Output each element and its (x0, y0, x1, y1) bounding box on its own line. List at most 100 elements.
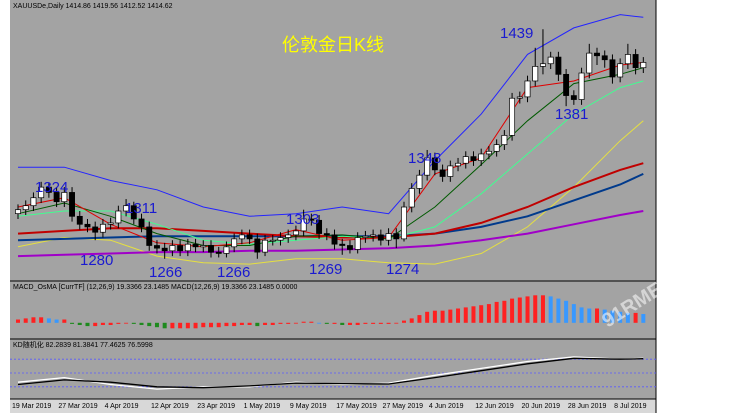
candle-body (624, 54, 631, 65)
price-annotation: 1311 (125, 200, 157, 217)
macd-bar (456, 308, 461, 323)
candle-body (231, 238, 238, 248)
macd-bar (77, 322, 82, 325)
candle-body (223, 246, 230, 254)
candle-body (547, 56, 554, 65)
macd-bar (301, 321, 306, 323)
candle-body (208, 245, 214, 253)
candle-body (408, 188, 415, 208)
x-tick-label: 8 Jul 2019 (614, 403, 646, 410)
candle-body (30, 197, 37, 207)
macd-bar (486, 304, 491, 323)
macd-bar (340, 322, 345, 325)
macd-bar (324, 322, 329, 324)
x-tick-label: 17 May 2019 (336, 403, 377, 410)
macd-bar (633, 312, 638, 323)
candle-body (455, 162, 461, 167)
price-annotation: 1439 (500, 25, 533, 42)
candle-body (354, 237, 361, 250)
macd-bar (124, 322, 129, 324)
x-tick-label: 12 Jun 2019 (475, 403, 514, 410)
candle-body (431, 157, 438, 171)
candle-body (53, 192, 60, 203)
x-axis-strip (10, 399, 656, 413)
macd-bar (432, 310, 437, 323)
macd-bar (131, 322, 136, 324)
candle-body (617, 63, 624, 78)
macd-bar (595, 308, 599, 323)
price-annotation: 1324 (35, 179, 68, 196)
candle-body (138, 218, 145, 228)
macd-bar (602, 309, 607, 323)
plot-background (10, 0, 656, 399)
candle-body (277, 237, 284, 241)
candle-body (393, 233, 400, 240)
candle-body (123, 205, 130, 212)
indicator-line (17, 120, 644, 265)
candle-body (524, 80, 531, 98)
candle-body (323, 233, 330, 236)
candle-body (470, 156, 477, 161)
candle-body (362, 235, 369, 238)
macd-bar (347, 322, 352, 325)
macd-bar (517, 297, 522, 323)
candle-body (169, 245, 176, 252)
macd-bar (479, 305, 484, 323)
macd-bar (587, 308, 592, 323)
macd-bar (378, 322, 383, 324)
macd-bar (286, 322, 291, 324)
macd-bar (448, 309, 453, 323)
macd-bar (293, 322, 298, 324)
candle-body (609, 59, 616, 78)
macd-bar (54, 319, 59, 323)
macd-bar (533, 295, 538, 323)
candle-body (177, 245, 184, 252)
macd-bar (16, 319, 20, 323)
macd-bar (46, 318, 51, 323)
indicator-line (18, 14, 644, 217)
candle-body (416, 174, 423, 189)
macd-bar (540, 295, 545, 323)
macd-bar (525, 296, 530, 323)
macd-bar (564, 300, 569, 323)
candle-body (485, 150, 492, 155)
macd-bar (116, 322, 121, 324)
x-tick-label: 4 Apr 2019 (105, 403, 139, 410)
macd-bar (371, 322, 376, 324)
candle-body (69, 192, 75, 217)
macd-bar (278, 322, 283, 324)
candle-body (308, 218, 315, 221)
x-tick-label: 19 Mar 2019 (12, 403, 51, 410)
kd-title: KD随机化 82.2839 81.3841 77.4625 76.5998 (13, 340, 153, 349)
candle-body (555, 56, 562, 75)
macd-bar (363, 322, 368, 324)
price-annotation: 1274 (386, 261, 419, 278)
candle-body (316, 219, 323, 234)
macd-bar (247, 322, 252, 325)
price-annotation: 1280 (80, 252, 113, 269)
macd-bar (425, 311, 430, 323)
x-tick-label: 9 May 2019 (290, 403, 327, 410)
x-tick-label: 27 Mar 2019 (58, 403, 97, 410)
macd-bar (70, 322, 75, 324)
candle-body (594, 52, 600, 57)
macd-bar (100, 322, 105, 325)
candle-body (45, 186, 52, 193)
candle-body (200, 245, 207, 248)
candle-body (570, 95, 577, 100)
candle-body (516, 96, 523, 99)
macd-bar (239, 322, 244, 325)
macd-bar (162, 322, 167, 329)
macd-bar (332, 322, 337, 324)
candle-body (154, 245, 160, 249)
candle-body (99, 223, 106, 233)
price-annotation: 1266 (149, 264, 182, 281)
macd-bar (463, 307, 468, 323)
candle-body (92, 226, 99, 233)
candle-body (238, 234, 245, 240)
x-tick-label: 20 Jun 2019 (522, 403, 561, 410)
candle-body (385, 233, 392, 241)
macd-bar (93, 322, 98, 327)
macd-bar (355, 322, 360, 325)
